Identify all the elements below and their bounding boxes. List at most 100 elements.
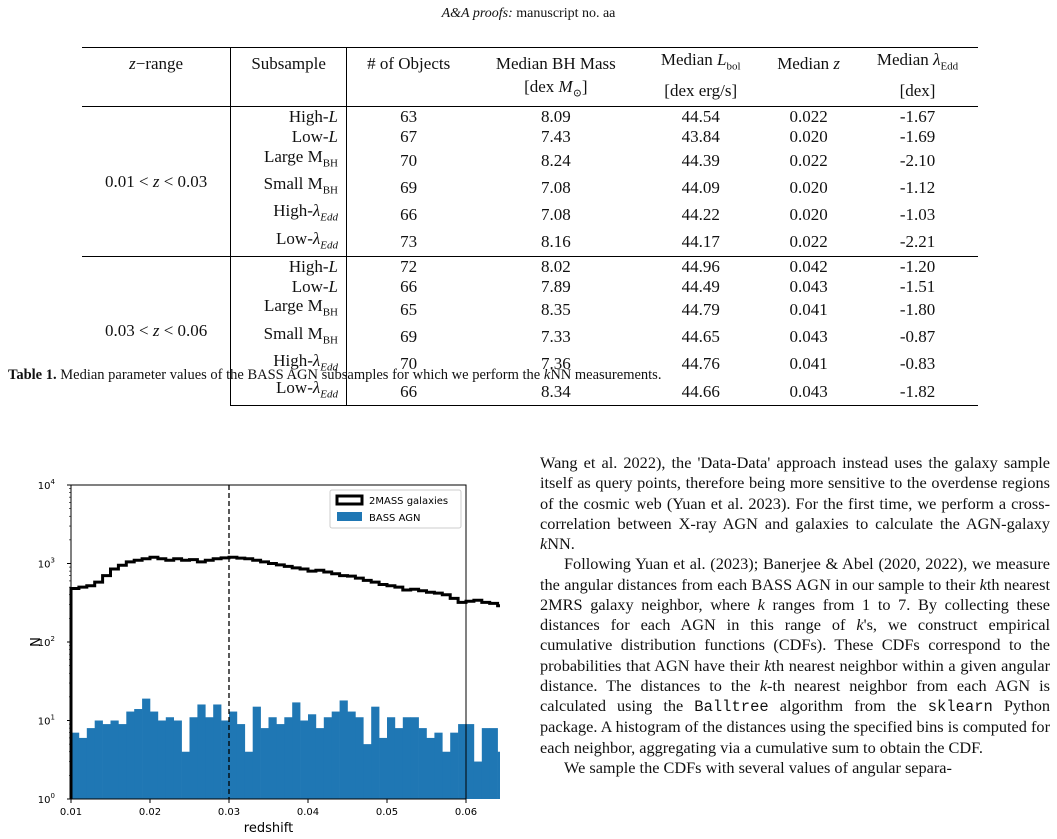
z-cell: 0.020 <box>789 127 828 147</box>
x-tick-label: 0.05 <box>376 807 398 818</box>
agn-bar <box>157 720 167 799</box>
bhmass-cell: 8.16 <box>540 232 571 252</box>
z-cell: 0.041 <box>789 354 828 374</box>
agn-bar <box>252 706 261 799</box>
agn-bar <box>355 717 364 799</box>
col-subsample: Subsample <box>230 47 347 78</box>
table-container: z−range Subsample # of Objects Median BH… <box>82 47 978 407</box>
z-cell: 0.022 <box>789 107 828 127</box>
bhmass-cell: 7.43 <box>540 127 571 147</box>
lbol-cell: 43.84 <box>681 127 720 147</box>
agn-bar <box>213 704 222 799</box>
median-parameters-table: z−range Subsample # of Objects Median BH… <box>82 47 978 407</box>
table-row: Large MBH 70 8.24 44.39 0.022 -2.10 <box>82 146 978 175</box>
agn-bar <box>102 724 111 799</box>
bhmass-cell: 7.33 <box>540 327 571 347</box>
subsample-cell: High-L <box>230 255 347 277</box>
objects-cell: 66 <box>345 276 471 297</box>
subsample-cell: Low-L <box>230 127 347 147</box>
legend: 2MASS galaxies BASS AGN <box>329 489 462 529</box>
subsample-cell: Small MBH <box>230 323 347 351</box>
x-axis-ticks: 0.01 0.02 0.03 0.04 0.05 0.06 <box>60 799 477 818</box>
subsample-cell: High-L <box>230 106 347 128</box>
bhmass-cell: 8.35 <box>540 300 571 319</box>
legend-2mass-swatch <box>335 494 364 506</box>
agn-bar <box>86 728 95 799</box>
agn-bar <box>181 751 190 799</box>
agn-bar <box>466 724 475 799</box>
agn-bar <box>292 702 301 799</box>
table-row: Low-L 66 7.89 44.49 0.043 -1.51 <box>82 276 978 297</box>
z-cell: 0.042 <box>760 255 858 277</box>
agn-bar <box>221 720 230 799</box>
agn-bar <box>150 711 159 799</box>
agn-bar <box>118 724 127 799</box>
subsample-cell: Small MBH <box>230 174 347 202</box>
agn-bar <box>481 728 490 799</box>
paragraph-1: Wang et al. 2022), the 'Data-Data' appro… <box>540 453 1050 553</box>
table-row: High-λEdd 70 7.36 44.76 0.041 -0.83 <box>82 350 978 378</box>
agn-bar <box>394 728 404 799</box>
col-edd: Median λEdd <box>857 47 978 78</box>
edd-cell: -1.03 <box>899 205 936 225</box>
lbol-cell: 44.39 <box>681 150 720 170</box>
subsample-cell: Low-L <box>230 276 347 297</box>
agn-bar <box>284 717 293 799</box>
subsample-cell: High-λEdd <box>230 201 347 229</box>
table-header-row: z−range Subsample # of Objects Median BH… <box>82 47 978 78</box>
paragraph-2: Following Yuan et al. (2023); Banerjee &… <box>540 554 1051 757</box>
zrange-cell: 0.01 < z < 0.03 <box>104 171 208 191</box>
edd-cell: -2.10 <box>899 150 936 170</box>
objects-cell: 70 <box>345 350 471 378</box>
col-zrange: z−range <box>82 47 231 78</box>
lbol-cell: 44.96 <box>641 255 761 277</box>
agn-bar <box>418 728 427 799</box>
agn-bar <box>402 717 411 799</box>
edd-cell: -0.87 <box>899 327 936 347</box>
z-cell: 0.022 <box>789 150 828 170</box>
agn-bar <box>71 732 80 799</box>
edd-cell: -1.69 <box>899 127 936 147</box>
table-row: 0.01 < z < 0.03 High-L 63 8.09 44.54 0.022 -1.… <box>82 106 978 191</box>
lbol-cell: 44.65 <box>681 327 720 347</box>
agn-bar <box>300 720 309 799</box>
agn-bar <box>229 711 238 799</box>
objects-cell: 65 <box>345 296 471 324</box>
code-balltree: Balltree <box>694 698 769 716</box>
edd-cell: -1.20 <box>857 255 978 277</box>
agn-bar <box>387 717 396 799</box>
bhmass-cell: 7.36 <box>540 354 571 374</box>
redshift-histogram: 0.01 0.02 0.03 0.04 0.05 0.06 100101102103104… <box>29 478 500 836</box>
lbol-cell: 44.54 <box>681 107 720 127</box>
table-row: High-λEdd 66 7.08 44.22 0.020 -1.03 <box>82 201 978 229</box>
legend-agn-swatch <box>337 512 362 521</box>
x-tick-label: 0.04 <box>297 807 319 818</box>
col-objects: # of Objects <box>345 47 471 78</box>
table-row: 0.03 < z < 0.06 High-L 72 8.02 44.96 0.042 -1.… <box>82 255 978 406</box>
table-group-1: 0.01 < z < 0.03 High-L 63 8.09 44.54 0.022 -1.… <box>82 106 978 257</box>
subsample-cell: Large MBH <box>230 146 347 175</box>
objects-cell: 66 <box>345 377 471 407</box>
bhmass-cell: 8.02 <box>470 255 642 277</box>
agn-bar <box>94 720 103 799</box>
edd-cell: -1.51 <box>899 276 936 296</box>
objects-cell: 69 <box>345 323 471 351</box>
bhmass-cell: 7.89 <box>540 276 571 296</box>
agn-bar <box>276 724 285 799</box>
agn-bar <box>205 717 214 799</box>
code-sklearn: sklearn <box>927 698 993 716</box>
table-caption: Table 1. Median parameter values of the … <box>8 367 1048 384</box>
table-units-row: [dex M⊙] [dex erg/s] [dex] <box>82 77 978 108</box>
agn-bar <box>260 728 269 799</box>
agn-bar <box>244 751 253 799</box>
agn-bar <box>315 728 325 799</box>
objects-cell: 67 <box>345 127 471 147</box>
agn-bar <box>126 711 135 799</box>
objects-cell: 63 <box>345 106 471 128</box>
z-cell: 0.043 <box>760 377 858 407</box>
x-axis-label: redshift <box>244 821 293 836</box>
agn-bar <box>426 737 435 799</box>
agn-bar <box>323 717 332 799</box>
legend-agn-label: BASS AGN <box>369 513 420 524</box>
agn-bar <box>347 711 356 799</box>
